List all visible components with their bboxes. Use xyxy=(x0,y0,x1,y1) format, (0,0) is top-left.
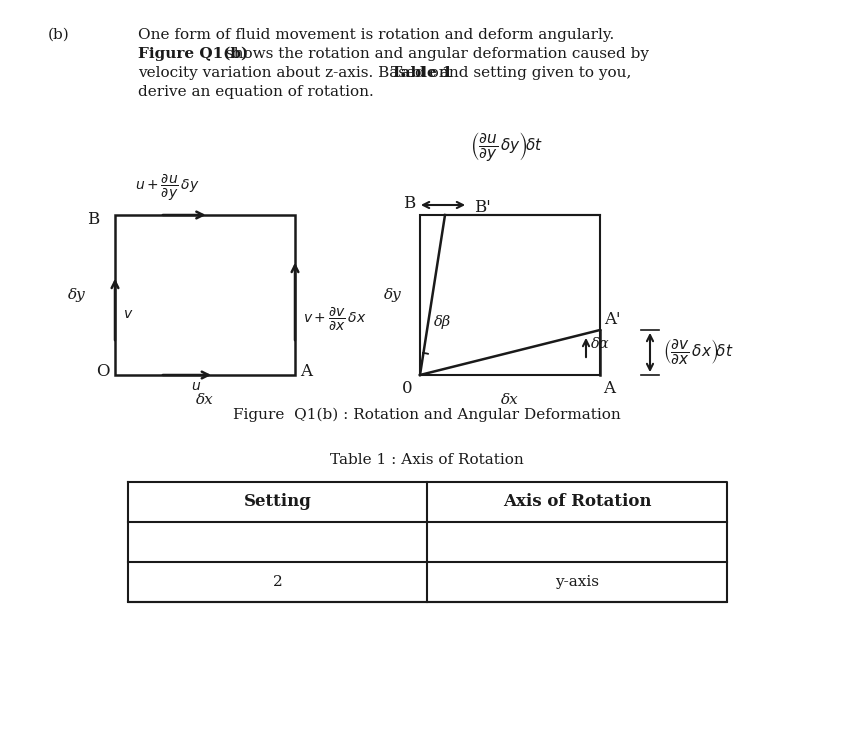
Text: δx: δx xyxy=(501,393,519,407)
Text: y-axis: y-axis xyxy=(555,575,599,589)
Text: $v + \dfrac{\partial v}{\partial x}\,\delta x$: $v + \dfrac{\partial v}{\partial x}\,\de… xyxy=(303,305,367,334)
Text: and setting given to you,: and setting given to you, xyxy=(435,66,631,80)
Text: (b): (b) xyxy=(48,28,70,42)
Text: δx: δx xyxy=(196,393,214,407)
Text: $v$: $v$ xyxy=(123,307,133,321)
Text: B: B xyxy=(86,210,99,227)
Text: Table 1 : Axis of Rotation: Table 1 : Axis of Rotation xyxy=(330,453,524,467)
Text: B': B' xyxy=(474,199,491,216)
Text: A': A' xyxy=(604,311,621,328)
Text: One form of fluid movement is rotation and deform angularly.: One form of fluid movement is rotation a… xyxy=(138,28,614,42)
Text: Setting: Setting xyxy=(244,493,311,510)
Text: Figure  Q1(b) : Rotation and Angular Deformation: Figure Q1(b) : Rotation and Angular Defo… xyxy=(233,408,621,422)
Text: 2: 2 xyxy=(273,575,282,589)
Text: δβ: δβ xyxy=(434,315,451,329)
Text: derive an equation of rotation.: derive an equation of rotation. xyxy=(138,85,374,99)
Text: δy: δy xyxy=(68,288,86,302)
Text: O: O xyxy=(97,363,110,380)
Bar xyxy=(115,215,295,375)
Text: shows the rotation and angular deformation caused by: shows the rotation and angular deformati… xyxy=(221,47,649,61)
Text: A: A xyxy=(300,363,312,380)
Text: $\left(\dfrac{\partial u}{\partial y}\,\delta y\right)\!\delta t$: $\left(\dfrac{\partial u}{\partial y}\,\… xyxy=(470,130,543,163)
Text: $u + \dfrac{\partial u}{\partial y}\,\delta y$: $u + \dfrac{\partial u}{\partial y}\,\de… xyxy=(135,172,200,203)
Text: δy: δy xyxy=(384,288,402,302)
Text: $\left(\dfrac{\partial v}{\partial x}\,\delta x\right)\!\delta t$: $\left(\dfrac{\partial v}{\partial x}\,\… xyxy=(663,337,734,366)
Text: B: B xyxy=(403,195,415,212)
Text: $u$: $u$ xyxy=(191,379,201,393)
Text: Figure Q1(b): Figure Q1(b) xyxy=(138,47,248,62)
Text: velocity variation about z-axis. Based on: velocity variation about z-axis. Based o… xyxy=(138,66,453,80)
Text: δα: δα xyxy=(591,337,610,351)
Text: Axis of Rotation: Axis of Rotation xyxy=(503,493,652,510)
Text: A: A xyxy=(603,380,615,397)
Text: Table 1: Table 1 xyxy=(391,66,452,80)
Text: 0: 0 xyxy=(401,380,412,397)
Bar xyxy=(420,215,600,375)
